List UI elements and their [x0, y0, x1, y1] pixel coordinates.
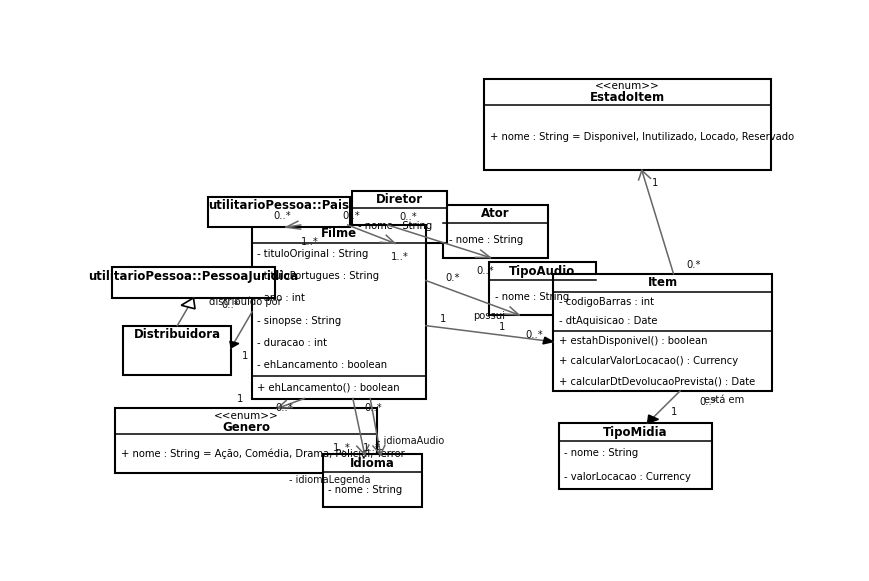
- Bar: [252, 225, 426, 399]
- Text: - idiomaLegenda: - idiomaLegenda: [289, 475, 371, 485]
- Text: + nome : String = Ação, Comédia, Drama, Policial, Terror: + nome : String = Ação, Comédia, Drama, …: [121, 449, 404, 459]
- Text: Filme: Filme: [321, 227, 357, 241]
- Bar: [559, 423, 712, 489]
- Text: + calcularDtDevolucaoPrevista() : Date: + calcularDtDevolucaoPrevista() : Date: [559, 376, 755, 386]
- Bar: [353, 191, 447, 243]
- Text: distribuído por: distribuído por: [209, 297, 282, 307]
- Bar: [443, 205, 547, 257]
- Bar: [322, 454, 422, 507]
- Text: + calcularValorLocacao() : Currency: + calcularValorLocacao() : Currency: [559, 356, 738, 366]
- Text: 1..*: 1..*: [362, 443, 381, 453]
- Text: + nome : String = Disponivel, Inutilizado, Locado, Reservado: + nome : String = Disponivel, Inutilizad…: [490, 132, 794, 142]
- Text: 1: 1: [440, 314, 446, 324]
- Text: Idioma: Idioma: [350, 457, 395, 470]
- Polygon shape: [229, 341, 239, 348]
- Text: 0..*: 0..*: [342, 211, 360, 221]
- Bar: [209, 197, 349, 227]
- Text: + ehLancamento() : boolean: + ehLancamento() : boolean: [257, 382, 400, 392]
- Text: 1: 1: [242, 351, 248, 361]
- Text: - codigoBarras : int: - codigoBarras : int: [559, 296, 653, 307]
- Text: 0..*: 0..*: [273, 211, 291, 221]
- Text: 0..*: 0..*: [700, 397, 717, 407]
- Text: 0..*: 0..*: [222, 300, 239, 310]
- Text: 0.*: 0.*: [446, 273, 460, 284]
- Text: - nome : String: - nome : String: [494, 292, 569, 303]
- Text: - nome : String: - nome : String: [564, 448, 638, 458]
- Text: EstadoItem: EstadoItem: [590, 91, 665, 104]
- Text: 1..*: 1..*: [301, 236, 319, 246]
- Polygon shape: [182, 298, 195, 309]
- Text: 1: 1: [499, 322, 505, 332]
- Polygon shape: [647, 415, 659, 423]
- Text: - valorLocacao : Currency: - valorLocacao : Currency: [564, 472, 691, 482]
- Text: Distribuidora: Distribuidora: [134, 328, 221, 341]
- Text: - nome : String: - nome : String: [358, 221, 432, 231]
- Text: - tituloPortugues : String: - tituloPortugues : String: [257, 271, 380, 281]
- Text: - duracao : int: - duracao : int: [257, 338, 328, 348]
- Text: 1: 1: [237, 394, 243, 404]
- Text: + estahDisponivel() : boolean: + estahDisponivel() : boolean: [559, 336, 707, 346]
- Text: utilitarioPessoa::Pais: utilitarioPessoa::Pais: [209, 199, 349, 212]
- Bar: [112, 267, 275, 298]
- Text: - sinopse : String: - sinopse : String: [257, 315, 342, 326]
- Text: 1..*: 1..*: [391, 252, 409, 261]
- Bar: [484, 78, 771, 170]
- Text: está em: está em: [704, 395, 744, 406]
- Text: - nome : String: - nome : String: [328, 485, 402, 495]
- Text: 0..*: 0..*: [476, 266, 494, 276]
- Text: <<enum>>: <<enum>>: [595, 81, 660, 91]
- Text: 0..*: 0..*: [399, 212, 416, 222]
- Text: - nome : String: - nome : String: [448, 235, 523, 245]
- Text: - tituloOriginal : String: - tituloOriginal : String: [257, 249, 368, 259]
- Text: - dtAquisicao : Date: - dtAquisicao : Date: [559, 317, 657, 327]
- Text: Diretor: Diretor: [376, 193, 423, 206]
- Bar: [116, 408, 376, 474]
- Text: - ano : int: - ano : int: [257, 293, 305, 303]
- Text: Ator: Ator: [481, 207, 510, 220]
- Text: 0..*: 0..*: [364, 403, 382, 413]
- Text: 0..*: 0..*: [526, 330, 543, 340]
- Bar: [123, 325, 231, 375]
- Text: utilitarioPessoa::PessoaJuridica: utilitarioPessoa::PessoaJuridica: [89, 270, 299, 283]
- Polygon shape: [543, 337, 554, 344]
- Text: 0.*: 0.*: [687, 260, 701, 270]
- Text: TipoMidia: TipoMidia: [603, 426, 667, 439]
- Bar: [554, 274, 772, 391]
- Bar: [489, 262, 595, 315]
- Text: - ehLancamento : boolean: - ehLancamento : boolean: [257, 360, 388, 370]
- Text: <<enum>>: <<enum>>: [214, 411, 278, 421]
- Text: - idiomaAudio: - idiomaAudio: [377, 436, 444, 446]
- Text: possui: possui: [474, 311, 506, 321]
- Text: TipoAudio: TipoAudio: [509, 264, 575, 278]
- Text: Item: Item: [647, 276, 678, 289]
- Text: Genero: Genero: [222, 421, 270, 433]
- Text: 0..*: 0..*: [275, 403, 293, 413]
- Text: 1: 1: [672, 407, 678, 417]
- Text: 1: 1: [652, 178, 659, 188]
- Text: 1..*: 1..*: [333, 443, 350, 453]
